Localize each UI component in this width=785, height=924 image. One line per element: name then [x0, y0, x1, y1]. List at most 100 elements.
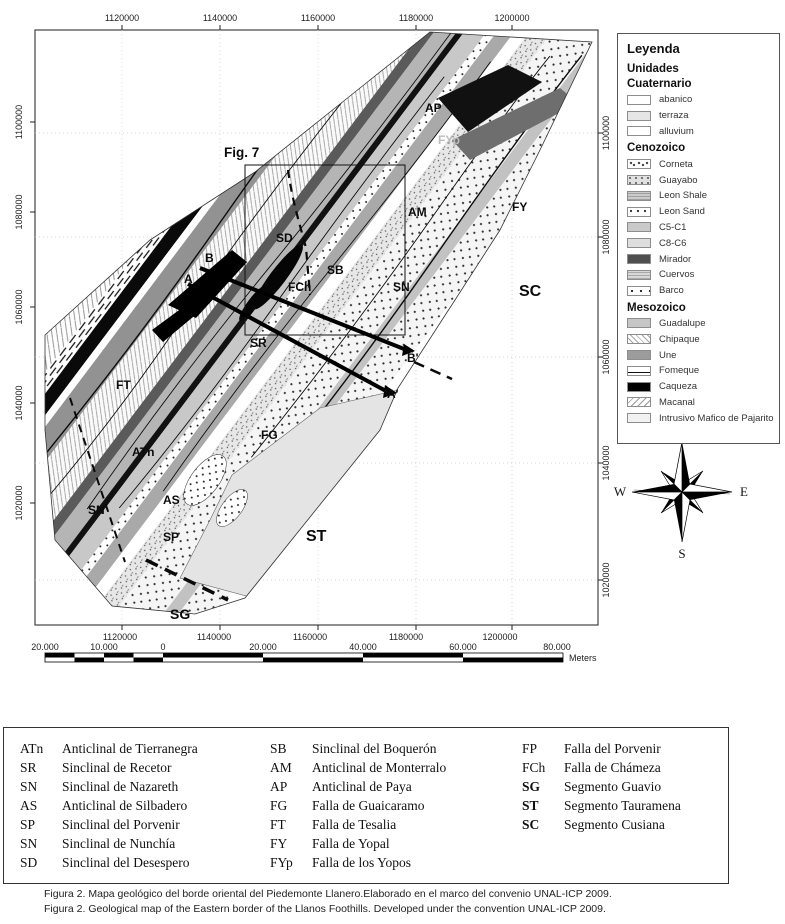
name: Falla de los Yopos	[312, 854, 412, 870]
legend-item-label: Une	[659, 349, 677, 361]
axis-labels-left: 1100000 1080000 1060000 1040000 1020000	[14, 105, 24, 521]
legend-item: alluvium	[627, 124, 779, 140]
legend-item-label: terraza	[659, 110, 689, 122]
axis-right-3: 1060000	[601, 339, 611, 374]
name: Falla del Porvenir	[564, 740, 661, 756]
axis-right-2: 1080000	[601, 219, 611, 254]
swatch-macanal-icon	[627, 397, 651, 408]
legend-section-cuaternario: Cuaternario	[627, 78, 692, 90]
swatch-leon-sand-icon	[627, 206, 651, 217]
axis-bottom-3: 1160000	[293, 632, 327, 642]
abbr: SG	[522, 778, 541, 794]
label-SN-lower: SN	[88, 503, 105, 517]
table-row: SG Segmento Guavio	[522, 777, 727, 796]
swatch-barco-icon	[627, 285, 651, 296]
legend-item-label: alluvium	[659, 125, 694, 137]
table-column-3: FP Falla del Porvenir FCh Falla de Chámeza…	[522, 739, 727, 883]
abbr: AP	[270, 778, 288, 794]
label-SG: SG	[170, 606, 190, 622]
legend-item-label: Caqueza	[659, 381, 698, 393]
label-B-prime: B'	[407, 351, 419, 365]
legend-item-label: C5-C1	[659, 221, 687, 233]
abbr: SB	[270, 740, 287, 756]
swatch-cuervos-icon	[627, 269, 651, 280]
abbr: FYp	[270, 854, 293, 870]
name: Sinclinal de Nazareth	[62, 778, 179, 794]
table-row: AP Anticlinal de Paya	[270, 777, 522, 796]
axis-labels-bottom: 1120000 1140000 1160000 1180000 1200000	[103, 632, 518, 642]
table-row: FT Falla de Tesalia	[270, 815, 522, 834]
axis-left-3: 1060000	[14, 289, 24, 324]
legend-item-label: Guayabo	[659, 174, 698, 186]
table-row: AM Anticlinal de Monterralo	[270, 758, 522, 777]
axis-top-2: 1140000	[203, 13, 237, 23]
swatch-une-icon	[627, 350, 651, 361]
legend-item: Corneta	[627, 156, 779, 172]
label-AS: AS	[163, 493, 180, 507]
table-row: AS Anticlinal de Silbadero	[20, 796, 270, 815]
name: Segmento Cusiana	[564, 816, 665, 832]
label-ST: ST	[306, 528, 327, 545]
name: Anticlinal de Tierranegra	[62, 740, 198, 756]
table-row: SN Sinclinal de Nunchía	[20, 834, 270, 853]
legend-item: Fomeque	[627, 363, 779, 379]
legend-item: Mirador	[627, 251, 779, 267]
scale-label-1: 10.000	[90, 642, 118, 652]
axis-top-4: 1180000	[399, 13, 433, 23]
table-row: FP Falla del Porvenir	[522, 739, 727, 758]
name: Sinclinal de Recetor	[62, 759, 172, 775]
label-B: B	[205, 251, 214, 265]
abbr: SP	[20, 816, 36, 832]
legend-item-label: Macanal	[659, 396, 695, 408]
axis-bottom-4: 1180000	[389, 632, 423, 642]
fig7-inset-box	[244, 164, 406, 336]
swatch-caqueza-icon	[627, 381, 651, 392]
compass-w-label: W	[614, 484, 627, 499]
name: Sinclinal del Porvenir	[62, 816, 180, 832]
swatch-corneta-icon	[627, 159, 651, 170]
axis-left-1: 1100000	[14, 105, 24, 139]
abbr: ATn	[20, 740, 44, 756]
legend-item-label: Intrusivo Mafico de Pajarito	[659, 412, 774, 424]
legend-item: Intrusivo Mafico de Pajarito	[627, 410, 779, 426]
name: Falla de Tesalia	[312, 816, 397, 832]
table-row: FCh Falla de Chámeza	[522, 758, 727, 777]
legend-subtitle: Unidades	[627, 63, 679, 75]
scale-label-3: 20.000	[249, 642, 277, 652]
axis-labels-right: 1100000 1080000 1060000 1040000 1020000	[601, 116, 611, 598]
table-row: SP Sinclinal del Porvenir	[20, 815, 270, 834]
label-FY: FY	[512, 200, 527, 214]
axis-left-5: 1020000	[14, 485, 24, 520]
abbr: SD	[20, 854, 38, 870]
legend-item-label: C8-C6	[659, 237, 687, 249]
swatch-guadalupe-icon	[627, 318, 651, 329]
compass-rose: N E S W	[614, 426, 748, 561]
legend-box: Leyenda Unidades Cuaternario abanico ter…	[617, 33, 780, 444]
axis-left-4: 1040000	[14, 385, 24, 420]
abbr: FT	[270, 816, 286, 832]
name: Falla de Chámeza	[564, 759, 661, 775]
legend-item-label: Leon Shale	[659, 190, 708, 202]
table-row: SD Sinclinal del Desespero	[20, 853, 270, 872]
table-row: FY Falla de Yopal	[270, 834, 522, 853]
label-FCh: FCh	[288, 280, 311, 294]
scale-label-5: 60.000	[449, 642, 477, 652]
fig7-label: Fig. 7	[224, 145, 259, 160]
scale-label-4: 40.000	[349, 642, 377, 652]
abbr: SN	[20, 778, 38, 794]
table-row: FYp Falla de los Yopos	[270, 853, 522, 872]
label-SB: SB	[327, 263, 344, 277]
axis-labels-top: 1120000 1140000 1160000 1180000 1200000	[105, 13, 530, 23]
name: Anticlinal de Monterralo	[312, 759, 447, 775]
abbr: FY	[270, 835, 288, 851]
name: Segmento Tauramena	[564, 797, 681, 813]
axis-bottom-2: 1140000	[197, 632, 231, 642]
table-row: ATn Anticlinal de Tierranegra	[20, 739, 270, 758]
swatch-fomeque-icon	[627, 365, 651, 376]
name: Sinclinal de Nunchía	[62, 835, 176, 851]
scale-label-0: 20.000	[31, 642, 59, 652]
legend-item: Guayabo	[627, 172, 779, 188]
swatch-abanico-icon	[627, 94, 651, 105]
name: Sinclinal del Boquerón	[312, 740, 437, 756]
